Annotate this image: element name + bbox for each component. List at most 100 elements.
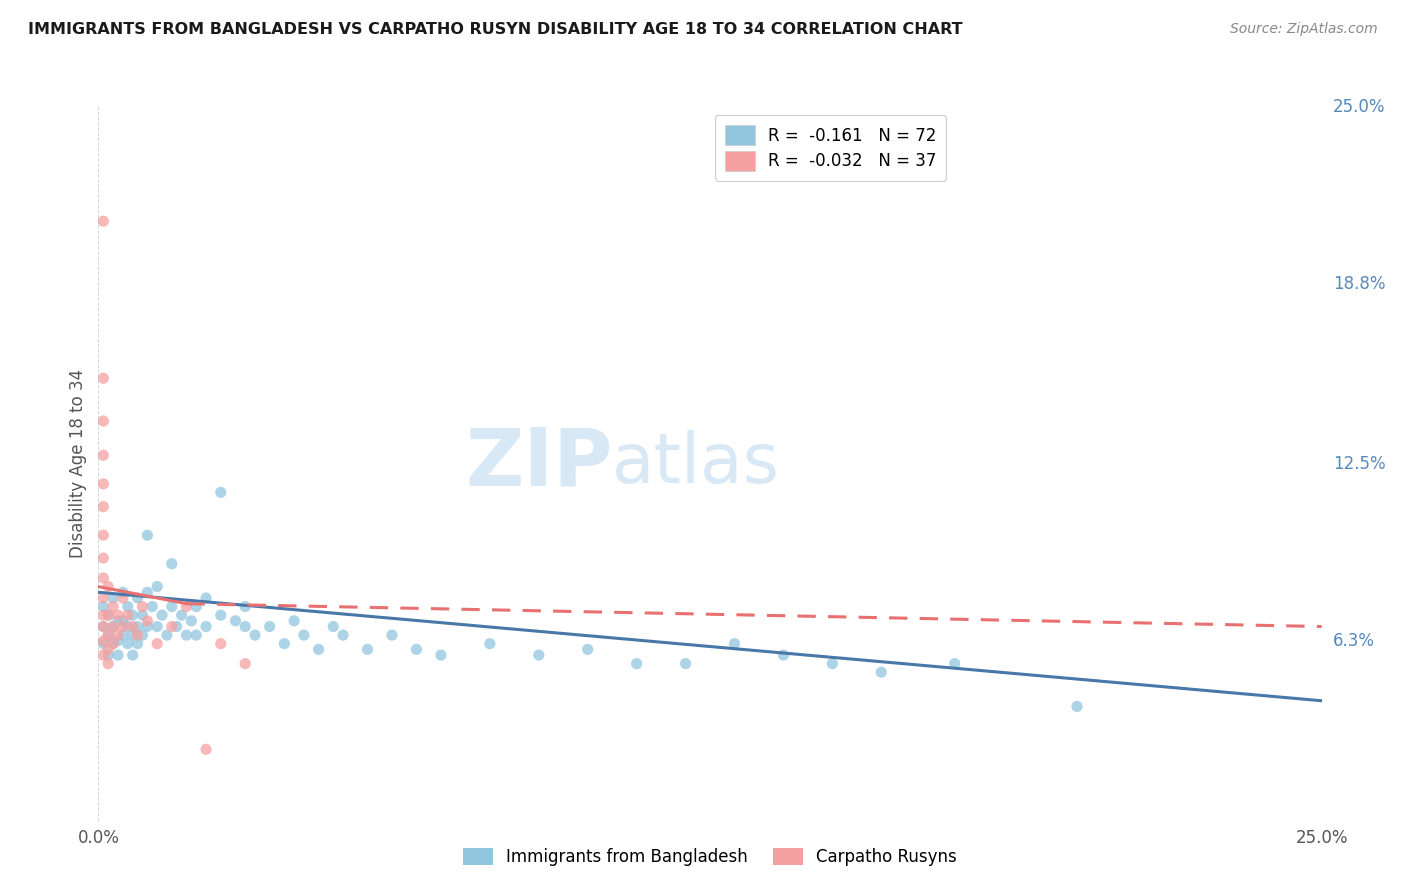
Point [121, 628, 143, 642]
Text: Source: ZipAtlas.com: Source: ZipAtlas.com [1230, 22, 1378, 37]
Point [111, 619, 134, 633]
Point [136, 528, 159, 542]
Point [405, 642, 427, 657]
Point [97, 608, 120, 623]
Point [97, 648, 120, 662]
Point [91, 414, 114, 428]
Point [117, 619, 139, 633]
Point [107, 628, 129, 642]
Point [111, 591, 134, 605]
Point [121, 648, 143, 662]
Point [283, 614, 305, 628]
Y-axis label: Disability Age 18 to 34: Disability Age 18 to 34 [69, 369, 87, 558]
Point [1066, 699, 1088, 714]
Point [136, 619, 159, 633]
Point [527, 648, 550, 662]
Point [224, 614, 246, 628]
Point [233, 599, 256, 614]
Text: IMMIGRANTS FROM BANGLADESH VS CARPATHO RUSYN DISABILITY AGE 18 TO 34 CORRELATION: IMMIGRANTS FROM BANGLADESH VS CARPATHO R… [28, 22, 963, 37]
Point [233, 619, 256, 633]
Point [180, 614, 202, 628]
Point [107, 633, 129, 648]
Point [209, 485, 232, 500]
Point [356, 642, 378, 657]
Point [91, 619, 114, 633]
Point [127, 591, 149, 605]
Point [91, 619, 114, 633]
Point [259, 619, 281, 633]
Legend: Immigrants from Bangladesh, Carpatho Rusyns: Immigrants from Bangladesh, Carpatho Rus… [457, 841, 963, 873]
Point [91, 551, 114, 566]
Point [91, 571, 114, 585]
Point [209, 608, 232, 623]
Text: 25.0%: 25.0% [1333, 98, 1385, 116]
Point [111, 585, 134, 599]
Point [332, 628, 354, 642]
Point [117, 608, 139, 623]
Point [195, 742, 218, 756]
Point [91, 637, 114, 651]
Point [121, 608, 143, 623]
Point [160, 599, 183, 614]
Point [772, 648, 794, 662]
Point [195, 619, 218, 633]
Point [195, 591, 218, 605]
Point [107, 614, 129, 628]
Point [101, 619, 124, 633]
Point [91, 599, 114, 614]
Point [97, 642, 120, 657]
Point [91, 500, 114, 514]
Point [381, 628, 404, 642]
Point [91, 608, 114, 623]
Point [91, 591, 114, 605]
Point [273, 637, 295, 651]
Point [97, 657, 120, 671]
Point [156, 628, 179, 642]
Point [170, 608, 193, 623]
Text: atlas: atlas [612, 430, 780, 498]
Point [626, 657, 648, 671]
Point [131, 628, 153, 642]
Point [97, 580, 120, 594]
Point [101, 637, 124, 651]
Point [97, 608, 120, 623]
Point [91, 371, 114, 385]
Point [478, 637, 501, 651]
Point [233, 657, 256, 671]
Point [292, 628, 315, 642]
Point [146, 619, 169, 633]
Point [127, 637, 149, 651]
Point [243, 628, 266, 642]
Point [91, 633, 114, 648]
Point [107, 648, 129, 662]
Point [146, 580, 169, 594]
Point [186, 628, 208, 642]
Point [723, 637, 745, 651]
Point [870, 665, 893, 680]
Point [91, 214, 114, 228]
Point [576, 642, 599, 657]
Point [160, 557, 183, 571]
Point [111, 628, 134, 642]
Point [176, 599, 198, 614]
Point [101, 637, 124, 651]
Point [97, 628, 120, 642]
Point [136, 585, 159, 599]
Point [97, 628, 120, 642]
Point [821, 657, 844, 671]
Point [91, 476, 114, 491]
Point [322, 619, 344, 633]
Point [127, 628, 149, 642]
Point [160, 619, 183, 633]
Point [176, 628, 198, 642]
Text: 12.5%: 12.5% [1333, 455, 1385, 473]
Text: ZIP: ZIP [465, 425, 612, 503]
Point [131, 599, 153, 614]
Point [107, 608, 129, 623]
Point [675, 657, 697, 671]
Point [117, 637, 139, 651]
Point [101, 619, 124, 633]
Point [186, 599, 208, 614]
Point [121, 619, 143, 633]
Text: 18.8%: 18.8% [1333, 275, 1385, 293]
